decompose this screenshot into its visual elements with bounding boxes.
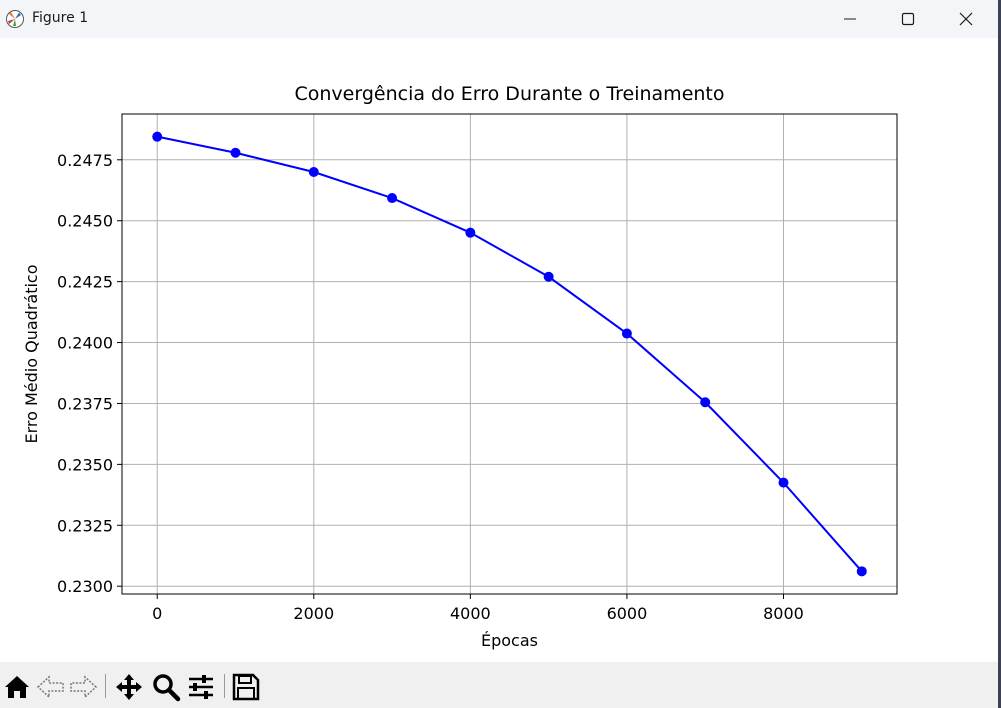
- forward-arrow-icon: [70, 675, 98, 699]
- matplotlib-icon: [6, 10, 24, 28]
- pan-button[interactable]: [114, 672, 144, 702]
- y-tick-label: 0.2350: [57, 455, 113, 474]
- zoom-button[interactable]: [151, 672, 181, 702]
- data-point: [778, 477, 789, 488]
- x-axis-label: Épocas: [481, 631, 538, 650]
- y-tick-label: 0.2425: [57, 273, 113, 292]
- data-point: [621, 328, 632, 339]
- back-arrow-icon: [36, 675, 64, 699]
- data-point: [308, 166, 319, 177]
- configure-subplots-icon: [189, 675, 213, 699]
- save-button[interactable]: [231, 672, 261, 702]
- save-floppy-icon: [232, 673, 260, 701]
- x-tick-label: 4000: [450, 604, 491, 623]
- window-edge: [998, 0, 1001, 708]
- data-point: [700, 397, 711, 408]
- y-tick-label: 0.2450: [57, 212, 113, 231]
- close-icon: [959, 12, 973, 26]
- line-chart: 0 2000 4000 6000 8000 0.23000.23250.23500.23…: [22, 83, 898, 650]
- x-axis-ticks: 0 2000 4000 6000 8000: [152, 594, 804, 623]
- toolbar-separator: [105, 674, 106, 698]
- configure-subplots-button[interactable]: [186, 672, 216, 702]
- y-tick-label: 0.2300: [57, 577, 113, 596]
- y-tick-label: 0.2325: [57, 516, 113, 535]
- data-point: [543, 271, 554, 282]
- data-point: [856, 566, 867, 577]
- navigation-toolbar: [0, 662, 998, 708]
- data-point: [387, 193, 398, 204]
- series-line: [157, 135, 863, 573]
- toolbar-separator: [224, 674, 225, 698]
- maximize-button[interactable]: [879, 0, 937, 38]
- figure-canvas[interactable]: 0 2000 4000 6000 8000 0.2300 0.2325 0.2350 0.23…: [0, 38, 998, 662]
- window-titlebar: Figure 1: [0, 0, 1001, 39]
- home-icon: [5, 676, 29, 698]
- home-button[interactable]: [2, 672, 32, 702]
- x-tick-label: 2000: [293, 604, 334, 623]
- minimize-button[interactable]: [821, 0, 879, 38]
- window-title: Figure 1: [32, 10, 89, 26]
- y-tick-label: 0.2375: [57, 394, 113, 413]
- data-point: [465, 227, 476, 238]
- x-tick-label: 6000: [607, 604, 648, 623]
- minimize-icon: [844, 18, 856, 20]
- data-series: [152, 131, 867, 577]
- x-tick-label: 8000: [763, 604, 804, 623]
- axes-frame: [121, 113, 898, 595]
- close-button[interactable]: [937, 0, 995, 38]
- maximize-icon: [901, 12, 915, 26]
- pan-move-icon: [116, 674, 142, 700]
- data-point: [152, 131, 163, 142]
- forward-button[interactable]: [68, 672, 98, 702]
- data-point: [230, 147, 241, 158]
- chart-title: Convergência do Erro Durante o Treinamen…: [295, 83, 725, 105]
- y-tick-label: 0.2475: [57, 151, 113, 170]
- back-button[interactable]: [36, 672, 66, 702]
- y-axis-label: Erro Médio Quadrático: [22, 264, 41, 443]
- zoom-magnifier-icon: [153, 674, 181, 702]
- y-tick-label: 0.2400: [57, 334, 113, 353]
- grid-lines: [122, 114, 897, 594]
- x-tick-label: 0: [152, 604, 162, 623]
- y-axis-ticks: 0.2300 0.2325 0.2350 0.2375 0.2400 0.2425 0.24…: [57, 151, 122, 596]
